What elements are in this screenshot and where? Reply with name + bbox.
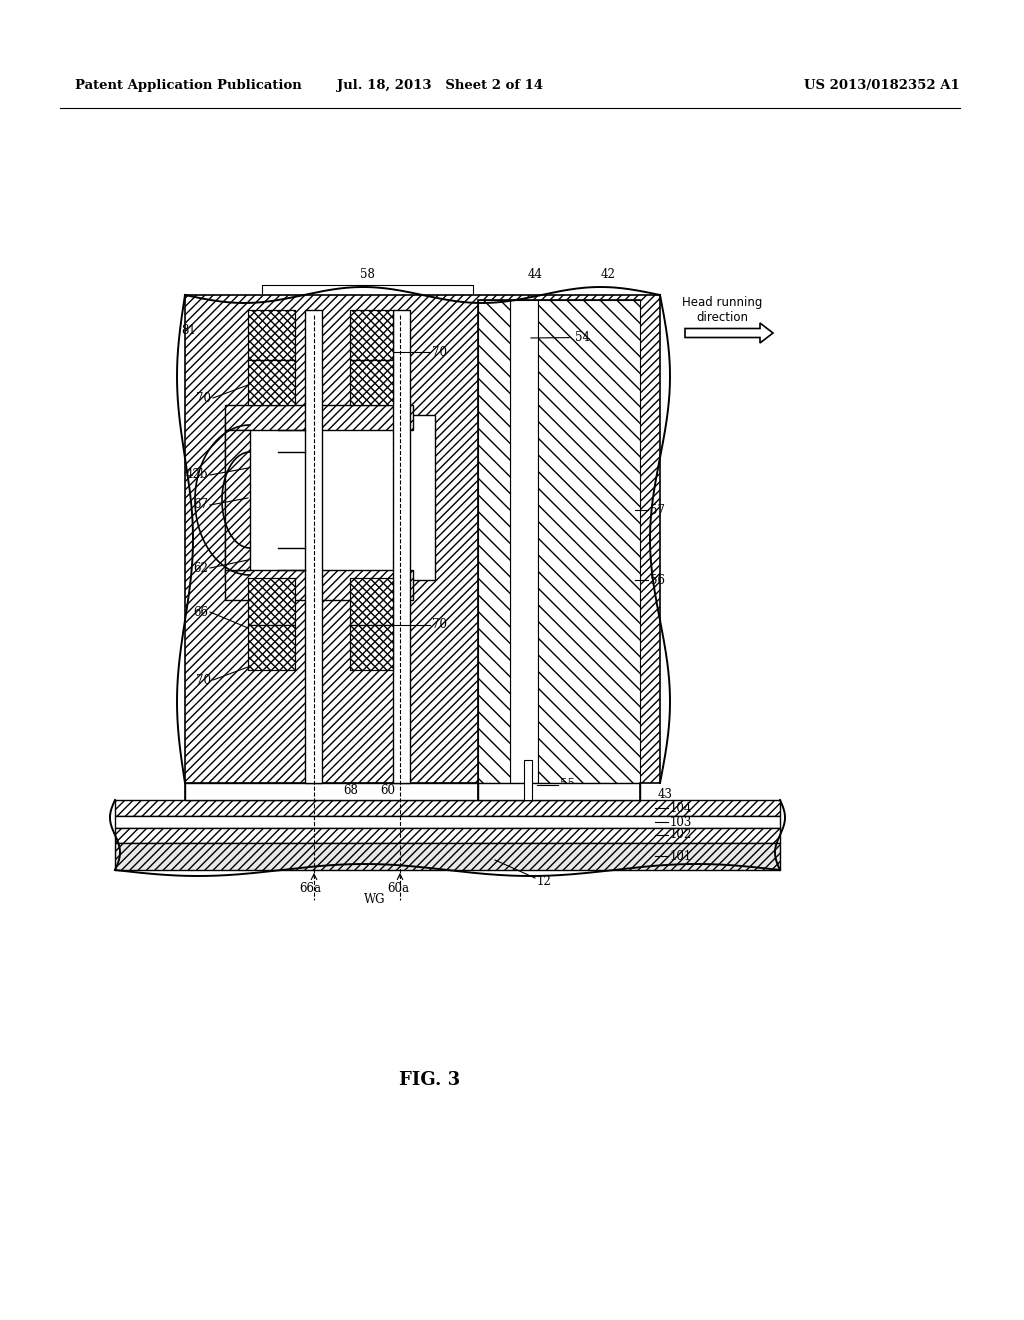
Bar (248, 360, 295, 405)
Bar (350, 578, 393, 624)
Text: 60a: 60a (387, 882, 409, 895)
Text: 60: 60 (380, 784, 395, 796)
Bar (350, 360, 393, 405)
Bar (350, 310, 393, 360)
Text: 12: 12 (537, 875, 552, 888)
Text: FIG. 3: FIG. 3 (399, 1071, 461, 1089)
FancyArrow shape (685, 323, 773, 343)
Bar (185, 294, 660, 783)
Bar (248, 310, 295, 360)
Text: 55: 55 (560, 779, 575, 792)
Text: 81: 81 (181, 323, 196, 337)
Bar (305, 310, 322, 783)
Bar (393, 310, 410, 783)
Bar (510, 300, 538, 783)
Bar (115, 843, 780, 870)
Bar (524, 760, 532, 800)
Text: 104: 104 (670, 801, 692, 814)
Text: 67: 67 (193, 499, 208, 511)
Text: 101: 101 (670, 850, 692, 862)
Bar (248, 310, 295, 360)
Text: 62: 62 (194, 561, 208, 574)
Bar (478, 300, 510, 783)
Text: Head running
direction: Head running direction (682, 296, 763, 323)
Bar (225, 430, 250, 570)
Text: 102: 102 (670, 829, 692, 842)
Bar (478, 783, 640, 800)
Bar (538, 300, 640, 783)
Text: US 2013/0182352 A1: US 2013/0182352 A1 (804, 78, 961, 91)
Bar (248, 578, 295, 624)
Text: Jul. 18, 2013   Sheet 2 of 14: Jul. 18, 2013 Sheet 2 of 14 (337, 78, 543, 91)
Bar (350, 624, 393, 671)
Text: 43: 43 (658, 788, 673, 801)
Text: 70: 70 (432, 346, 447, 359)
Text: 42: 42 (600, 268, 615, 281)
Bar (185, 783, 478, 800)
Text: 42b: 42b (185, 469, 208, 482)
Text: 70: 70 (432, 619, 447, 631)
Bar (350, 310, 393, 360)
Text: 68: 68 (343, 784, 358, 796)
Text: 44: 44 (527, 268, 543, 281)
Text: Patent Application Publication: Patent Application Publication (75, 78, 302, 91)
Text: 56: 56 (650, 573, 665, 586)
Text: 58: 58 (360, 268, 375, 281)
Bar (248, 360, 295, 405)
Bar (350, 578, 393, 624)
Text: 57: 57 (650, 503, 665, 516)
Bar (350, 624, 393, 671)
Bar (248, 578, 295, 624)
Text: WG: WG (365, 894, 386, 906)
Bar (225, 405, 413, 430)
Text: 103: 103 (670, 816, 692, 829)
Bar (478, 300, 640, 783)
Bar (115, 800, 780, 816)
Bar (225, 570, 413, 601)
Text: 70: 70 (196, 673, 211, 686)
Text: 70: 70 (196, 392, 211, 404)
Bar (115, 828, 780, 843)
Text: 66a: 66a (299, 882, 321, 895)
Bar (115, 816, 780, 828)
Text: 66: 66 (193, 606, 208, 619)
Bar (248, 624, 295, 671)
Bar (248, 624, 295, 671)
Text: 54: 54 (530, 331, 590, 345)
Bar (225, 414, 435, 579)
Bar (350, 360, 393, 405)
